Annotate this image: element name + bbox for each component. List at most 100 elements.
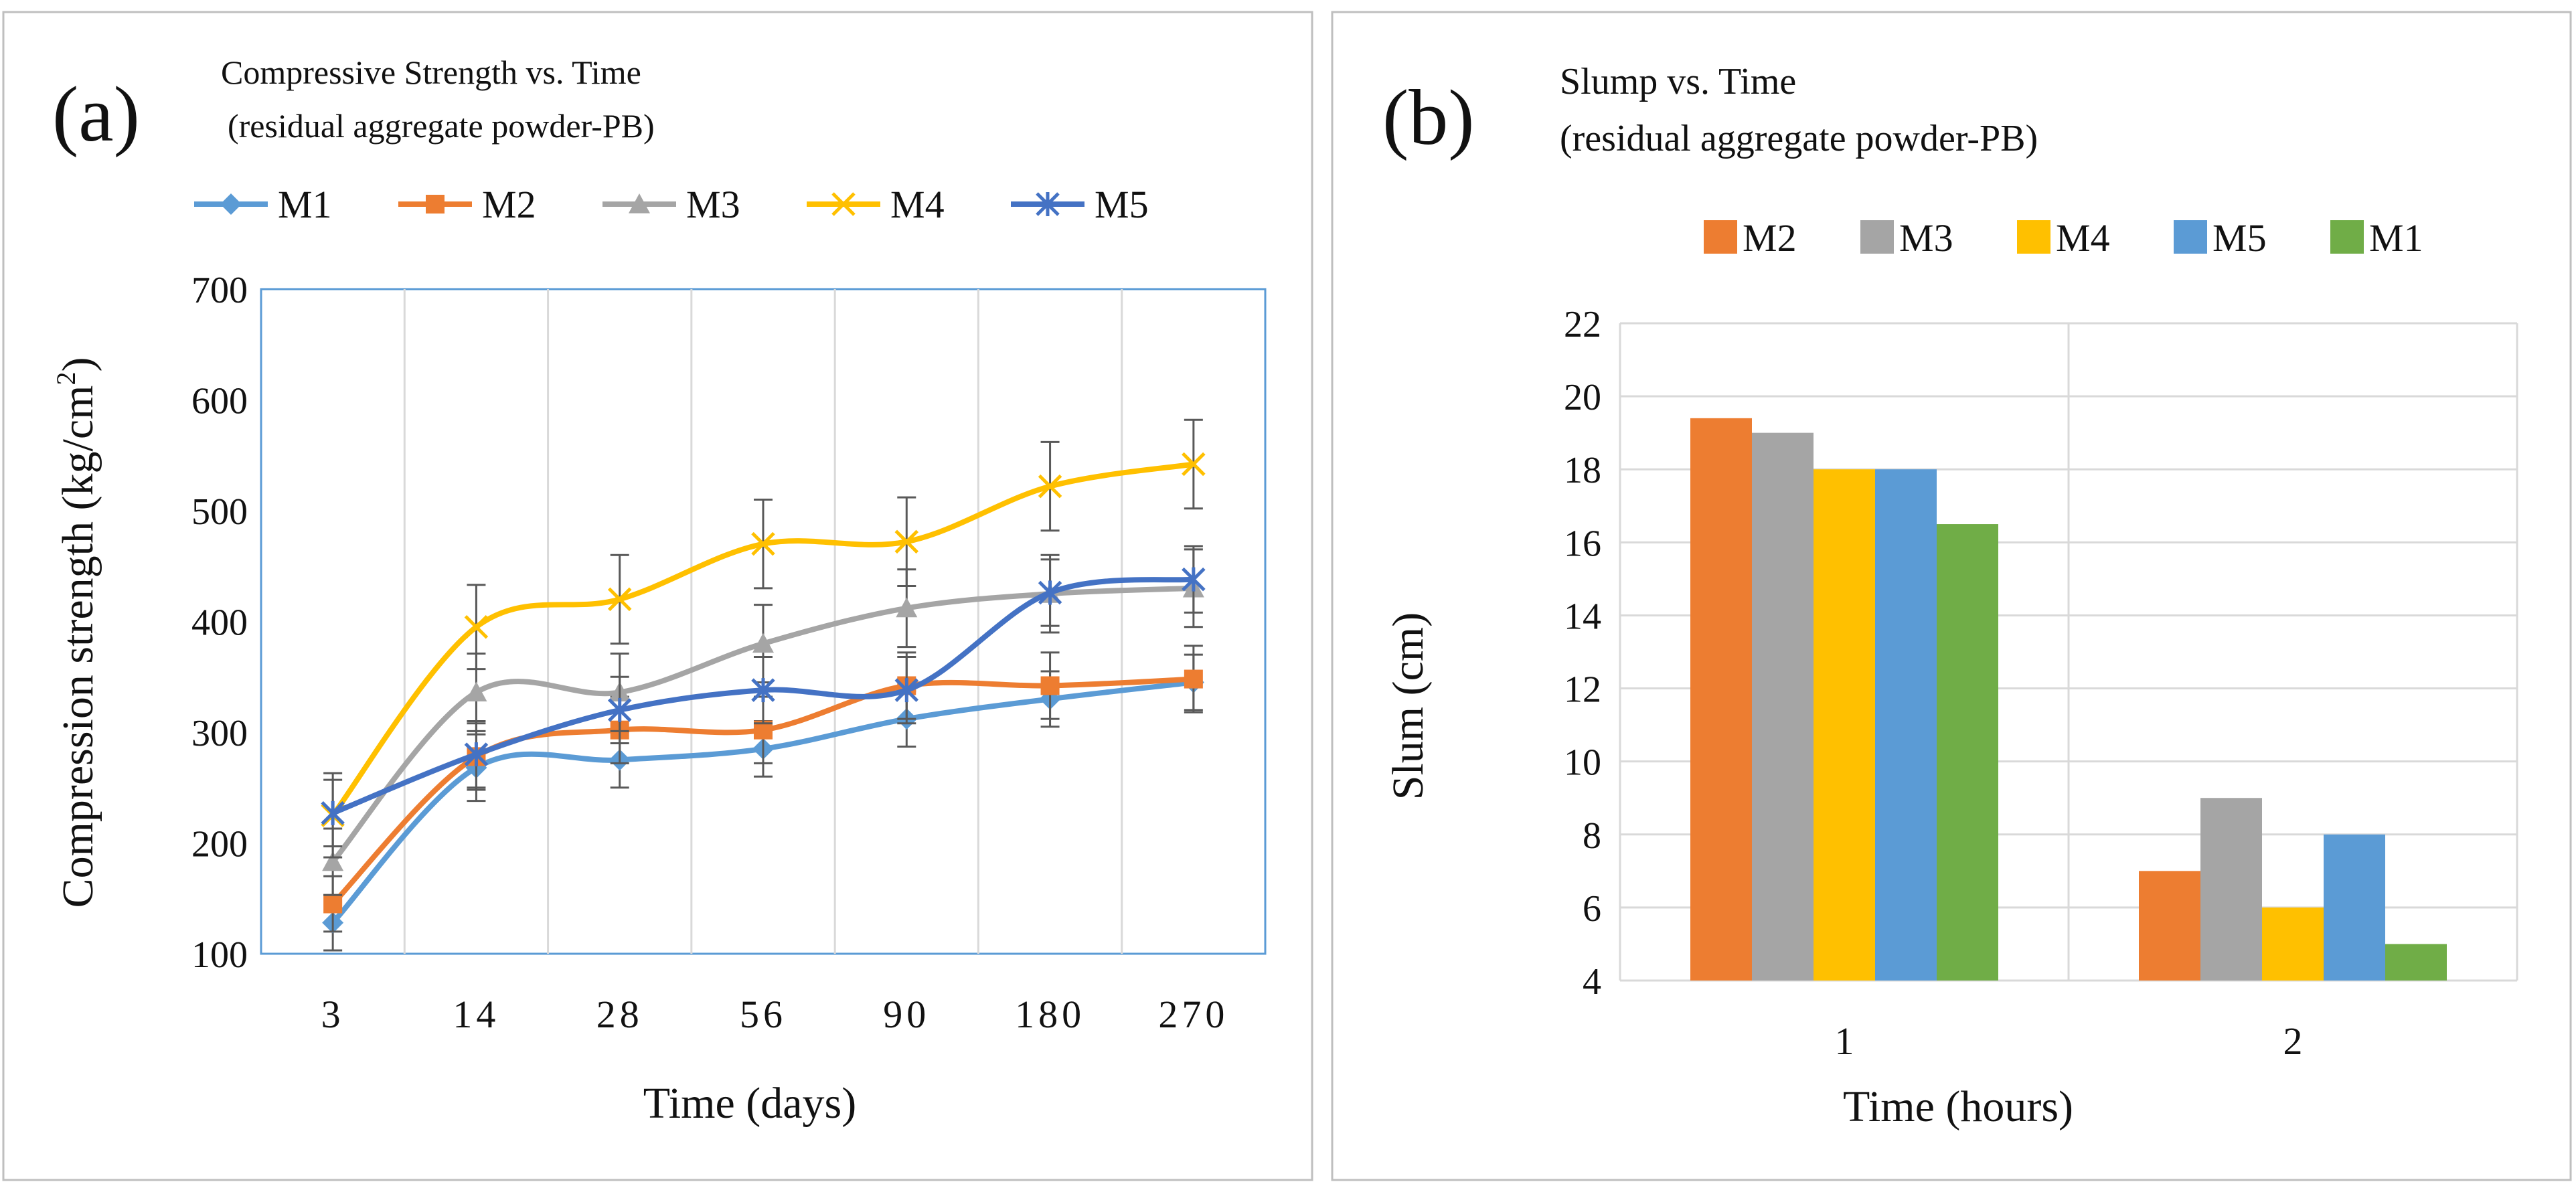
x-tick-label: 3 — [321, 993, 345, 1036]
panel-a-subtitle: (residual aggregate powder-PB) — [228, 107, 655, 145]
bar-m2-hour-2 — [2139, 871, 2200, 981]
bar-m5-hour-1 — [1875, 469, 1937, 981]
y-tick-label: 500 — [191, 491, 248, 533]
y-tick-label: 10 — [1564, 742, 1601, 784]
y-tick-label: 700 — [191, 270, 248, 311]
legend-marker-stroke — [831, 192, 856, 216]
bar-m1-hour-2 — [2385, 944, 2447, 981]
legend-marker — [831, 192, 856, 216]
y-tick-label: 4 — [1583, 961, 1601, 1003]
panel-a-label: (a) — [52, 70, 140, 158]
data-point-m4 — [607, 587, 632, 612]
legend-label: M3 — [686, 183, 740, 226]
data-point-m4 — [1038, 474, 1062, 499]
data-point-m2 — [1184, 669, 1203, 689]
bar-m4-hour-1 — [1814, 469, 1875, 981]
x-tick-label: 2 — [2283, 1019, 2303, 1063]
data-point-m3 — [322, 851, 344, 871]
legend-label: M4 — [890, 183, 945, 226]
panel-a-y-ticks: 100 200 300 400 500 600 700 — [191, 270, 248, 976]
x-tick-label: 56 — [740, 993, 787, 1036]
data-point-m3 — [752, 632, 774, 653]
legend-marker — [220, 193, 242, 215]
legend-swatch — [2330, 220, 2364, 254]
y-tick-label: 18 — [1564, 450, 1601, 491]
y-tick-label: 22 — [1564, 304, 1601, 345]
x-tick-label: 180 — [1015, 993, 1085, 1036]
legend-marker — [426, 195, 445, 214]
legend-label: M1 — [2369, 216, 2423, 260]
panel-b-x-axis-title: Time (hours) — [1843, 1082, 2073, 1131]
y-tick-label: 12 — [1564, 669, 1601, 711]
legend-item-m2: M2 — [398, 183, 536, 226]
legend-label: M3 — [1899, 216, 1953, 260]
legend-label: M5 — [1095, 183, 1149, 226]
legend-label: M2 — [1743, 216, 1797, 260]
y-tick-label: 400 — [191, 602, 248, 644]
data-point-m5 — [894, 678, 919, 703]
x-tick-label: 1 — [1835, 1019, 1854, 1063]
data-point-m4 — [751, 531, 775, 556]
panel-a-legend: M1 M2 M3 M4 M5 — [194, 183, 1149, 226]
data-point-m3 — [465, 681, 487, 702]
legend-label: M2 — [482, 183, 536, 226]
panel-b-label: (b) — [1382, 74, 1475, 161]
y-tick-label: 16 — [1564, 523, 1601, 564]
panel-a-y-axis-title-end: ) — [54, 357, 102, 372]
legend-item-m3: M3 — [602, 183, 740, 226]
panel-b-legend: M2 M3 M4 M5 M1 — [1704, 216, 2423, 260]
legend-swatch — [2174, 220, 2207, 254]
panel-a-title: Compressive Strength vs. Time — [221, 54, 641, 91]
data-point-m4-stroke — [894, 529, 919, 554]
y-tick-label: 6 — [1583, 888, 1601, 930]
data-point-m4-stroke — [464, 615, 489, 639]
bar-m4-hour-2 — [2262, 907, 2324, 981]
legend-marker — [1036, 192, 1060, 216]
data-point-m4-stroke — [1182, 452, 1206, 477]
legend-label: M5 — [2212, 216, 2267, 260]
panel-a-series — [321, 418, 1206, 952]
data-point-m5 — [607, 697, 632, 722]
legend-item-m5: M5 — [2174, 216, 2267, 260]
y-tick-label: 600 — [191, 381, 248, 422]
panel-a-line-chart: (a) Compressive Strength vs. Time (resid… — [2, 11, 1313, 1181]
bar-m5-hour-2 — [2324, 834, 2385, 981]
x-tick-label: 270 — [1158, 993, 1228, 1036]
panel-b-bar-chart: (b) Slump vs. Time (residual aggregate p… — [1331, 11, 2572, 1181]
legend-item-m2: M2 — [1704, 216, 1797, 260]
data-point-m3 — [896, 597, 918, 618]
legend-label: M1 — [278, 183, 332, 226]
data-point-m4-stroke — [607, 587, 632, 612]
y-tick-label: 100 — [191, 934, 248, 976]
x-tick-label: 28 — [596, 993, 643, 1036]
y-tick-label: 14 — [1564, 596, 1601, 637]
data-point-m4 — [464, 615, 489, 639]
y-tick-label: 20 — [1564, 377, 1601, 418]
legend-item-m4: M4 — [807, 183, 945, 226]
legend-item-m3: M3 — [1860, 216, 1953, 260]
panel-a-y-axis-title-sup: 2 — [51, 372, 81, 386]
data-point-m5 — [1182, 567, 1206, 592]
panel-a-x-ticks: 3 14 28 56 90 180 270 — [321, 993, 1228, 1036]
y-tick-label: 300 — [191, 713, 248, 754]
bar-m1-hour-1 — [1937, 524, 1998, 981]
bar-m3-hour-2 — [2200, 798, 2262, 981]
panel-a-y-axis-title-main: Compression strength (kg/cm — [54, 386, 102, 908]
x-tick-label: 90 — [883, 993, 930, 1036]
panel-b-y-axis-title: Slum (cm) — [1384, 612, 1433, 800]
legend-item-m1: M1 — [2330, 216, 2423, 260]
panel-b-y-ticks: 4 6 8 10 12 14 16 18 20 22 — [1564, 304, 1601, 1003]
panel-a-x-axis-title: Time (days) — [643, 1079, 856, 1128]
panel-b-subtitle: (residual aggregate powder-PB) — [1560, 118, 2038, 159]
legend-item-m1: M1 — [194, 183, 332, 226]
panel-a-y-axis-title: Compression strength (kg/cm2) — [51, 357, 102, 908]
series-m5 — [321, 545, 1206, 847]
legend-swatch — [1704, 220, 1737, 254]
x-tick-label: 14 — [453, 993, 499, 1036]
data-point-m4 — [894, 529, 919, 554]
y-tick-label: 200 — [191, 824, 248, 865]
bar-m3-hour-1 — [1752, 432, 1814, 981]
data-point-m4-stroke — [751, 531, 775, 556]
